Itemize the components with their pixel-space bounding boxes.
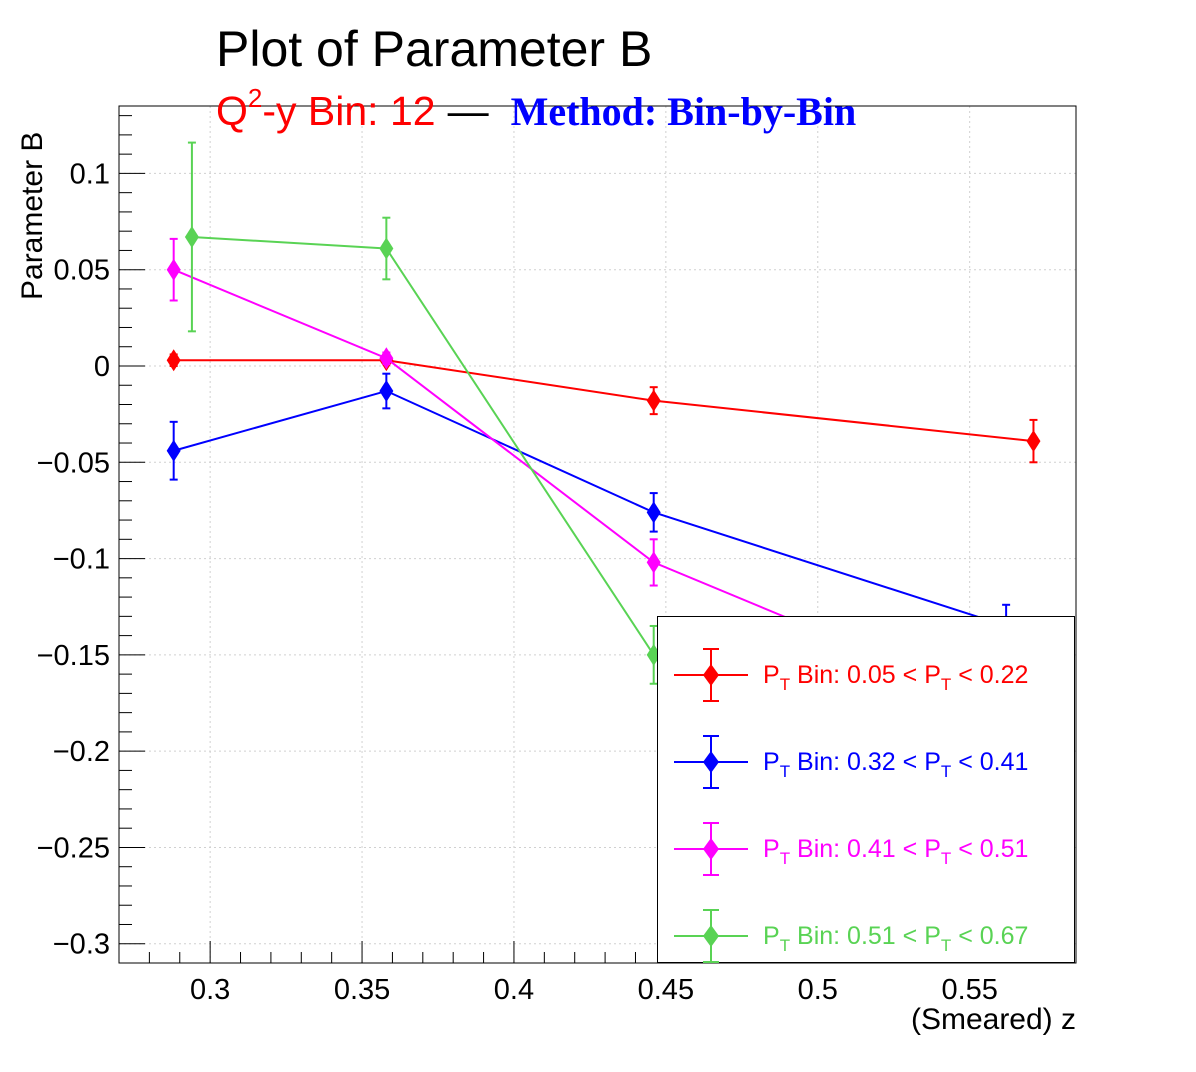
legend-sub: T — [779, 675, 791, 694]
y-axis-label: Parameter B — [16, 131, 49, 300]
y-tick-label: 0.1 — [70, 158, 110, 190]
legend-label: PT Bin: 0.05 < PT < 0.22 — [763, 661, 1029, 693]
x-axis-label: (Smeared) z — [910, 1003, 1076, 1036]
legend-marker-icon — [674, 735, 748, 789]
legend-diamond — [703, 751, 719, 773]
legend-entry: PT Bin: 0.05 < PT < 0.22 — [658, 647, 1074, 707]
x-tick-label: 0.5 — [798, 974, 838, 1006]
y-tick-label: −0.1 — [53, 544, 110, 576]
q2y-bin-label: Q2-y Bin: 12 — [216, 85, 436, 134]
y-tick-label: −0.2 — [53, 736, 110, 768]
chart-subtitle: Q2-y Bin: 12— Method: Bin-by-Bin — [216, 85, 857, 135]
legend-end: < 0.41 — [951, 748, 1029, 776]
legend-end: < 0.67 — [951, 922, 1029, 950]
legend-mid: Bin: 0.32 < P — [790, 748, 941, 776]
data-point — [166, 349, 181, 372]
legend-sub: T — [779, 849, 791, 868]
y-tick-label: −0.15 — [37, 640, 110, 672]
data-point — [379, 237, 394, 260]
legend-p: P — [763, 922, 780, 950]
data-point — [646, 389, 661, 412]
legend-end: < 0.22 — [951, 661, 1029, 689]
x-tick-label: 0.4 — [494, 974, 534, 1006]
legend-p: P — [763, 835, 780, 863]
x-tick-label: 0.45 — [638, 974, 694, 1006]
legend-mid: Bin: 0.51 < P — [790, 922, 941, 950]
legend-marker-icon — [674, 822, 748, 876]
data-point — [379, 380, 394, 403]
legend: PT Bin: 0.05 < PT < 0.22 PT Bin: 0.32 < … — [657, 616, 1075, 963]
legend-sub: T — [940, 675, 952, 694]
x-tick-label: 0.55 — [941, 974, 997, 1006]
data-point — [379, 347, 394, 370]
legend-sub: T — [779, 762, 791, 781]
legend-marker-icon — [674, 648, 748, 702]
plot-frame — [118, 105, 1077, 964]
y-tick-label: −0.05 — [37, 447, 110, 479]
legend-entry: PT Bin: 0.41 < PT < 0.51 — [658, 821, 1074, 881]
method-label: Method: Bin-by-Bin — [510, 89, 857, 134]
legend-p: P — [763, 661, 780, 689]
q2-rest: -y Bin: 12 — [262, 88, 436, 134]
series-line — [173, 359, 1034, 443]
data-point — [646, 501, 661, 524]
legend-end: < 0.51 — [951, 835, 1029, 863]
legend-marker-icon — [674, 909, 748, 963]
subtitle-separator: — — [447, 88, 489, 134]
legend-diamond — [703, 925, 719, 947]
y-tick-label: 0.05 — [54, 255, 110, 287]
legend-sub: T — [779, 936, 791, 955]
legend-sub: T — [940, 849, 952, 868]
data-point — [166, 439, 181, 462]
data-point — [166, 258, 181, 281]
legend-sub: T — [940, 936, 952, 955]
legend-diamond — [703, 838, 719, 860]
q2-superscript: 2 — [247, 83, 263, 113]
chart-title: Plot of Parameter B — [216, 21, 653, 77]
x-tick-label: 0.35 — [334, 974, 390, 1006]
x-tick-label: 0.3 — [190, 974, 230, 1006]
legend-entry: PT Bin: 0.51 < PT < 0.67 — [658, 908, 1074, 968]
legend-mid: Bin: 0.41 < P — [790, 835, 941, 863]
q2-prefix: Q — [216, 88, 248, 134]
y-tick-label: 0 — [94, 351, 110, 383]
legend-label: PT Bin: 0.32 < PT < 0.41 — [763, 748, 1029, 780]
legend-label: PT Bin: 0.51 < PT < 0.67 — [763, 922, 1029, 954]
legend-sub: T — [940, 762, 952, 781]
y-tick-label: −0.25 — [37, 832, 110, 864]
legend-diamond — [703, 664, 719, 686]
legend-p: P — [763, 748, 780, 776]
legend-label: PT Bin: 0.41 < PT < 0.51 — [763, 835, 1029, 867]
data-point — [1026, 430, 1041, 453]
data-point — [646, 551, 661, 574]
y-tick-label: −0.3 — [53, 929, 110, 961]
data-point — [184, 225, 199, 248]
legend-entry: PT Bin: 0.32 < PT < 0.41 — [658, 734, 1074, 794]
series-line — [173, 389, 1007, 627]
legend-mid: Bin: 0.05 < P — [790, 661, 941, 689]
